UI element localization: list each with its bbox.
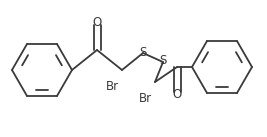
Text: S: S [159,55,167,68]
Text: O: O [92,16,102,29]
Text: Br: Br [105,79,119,92]
Text: Br: Br [138,92,152,105]
Text: O: O [172,88,182,101]
Text: S: S [139,45,147,58]
